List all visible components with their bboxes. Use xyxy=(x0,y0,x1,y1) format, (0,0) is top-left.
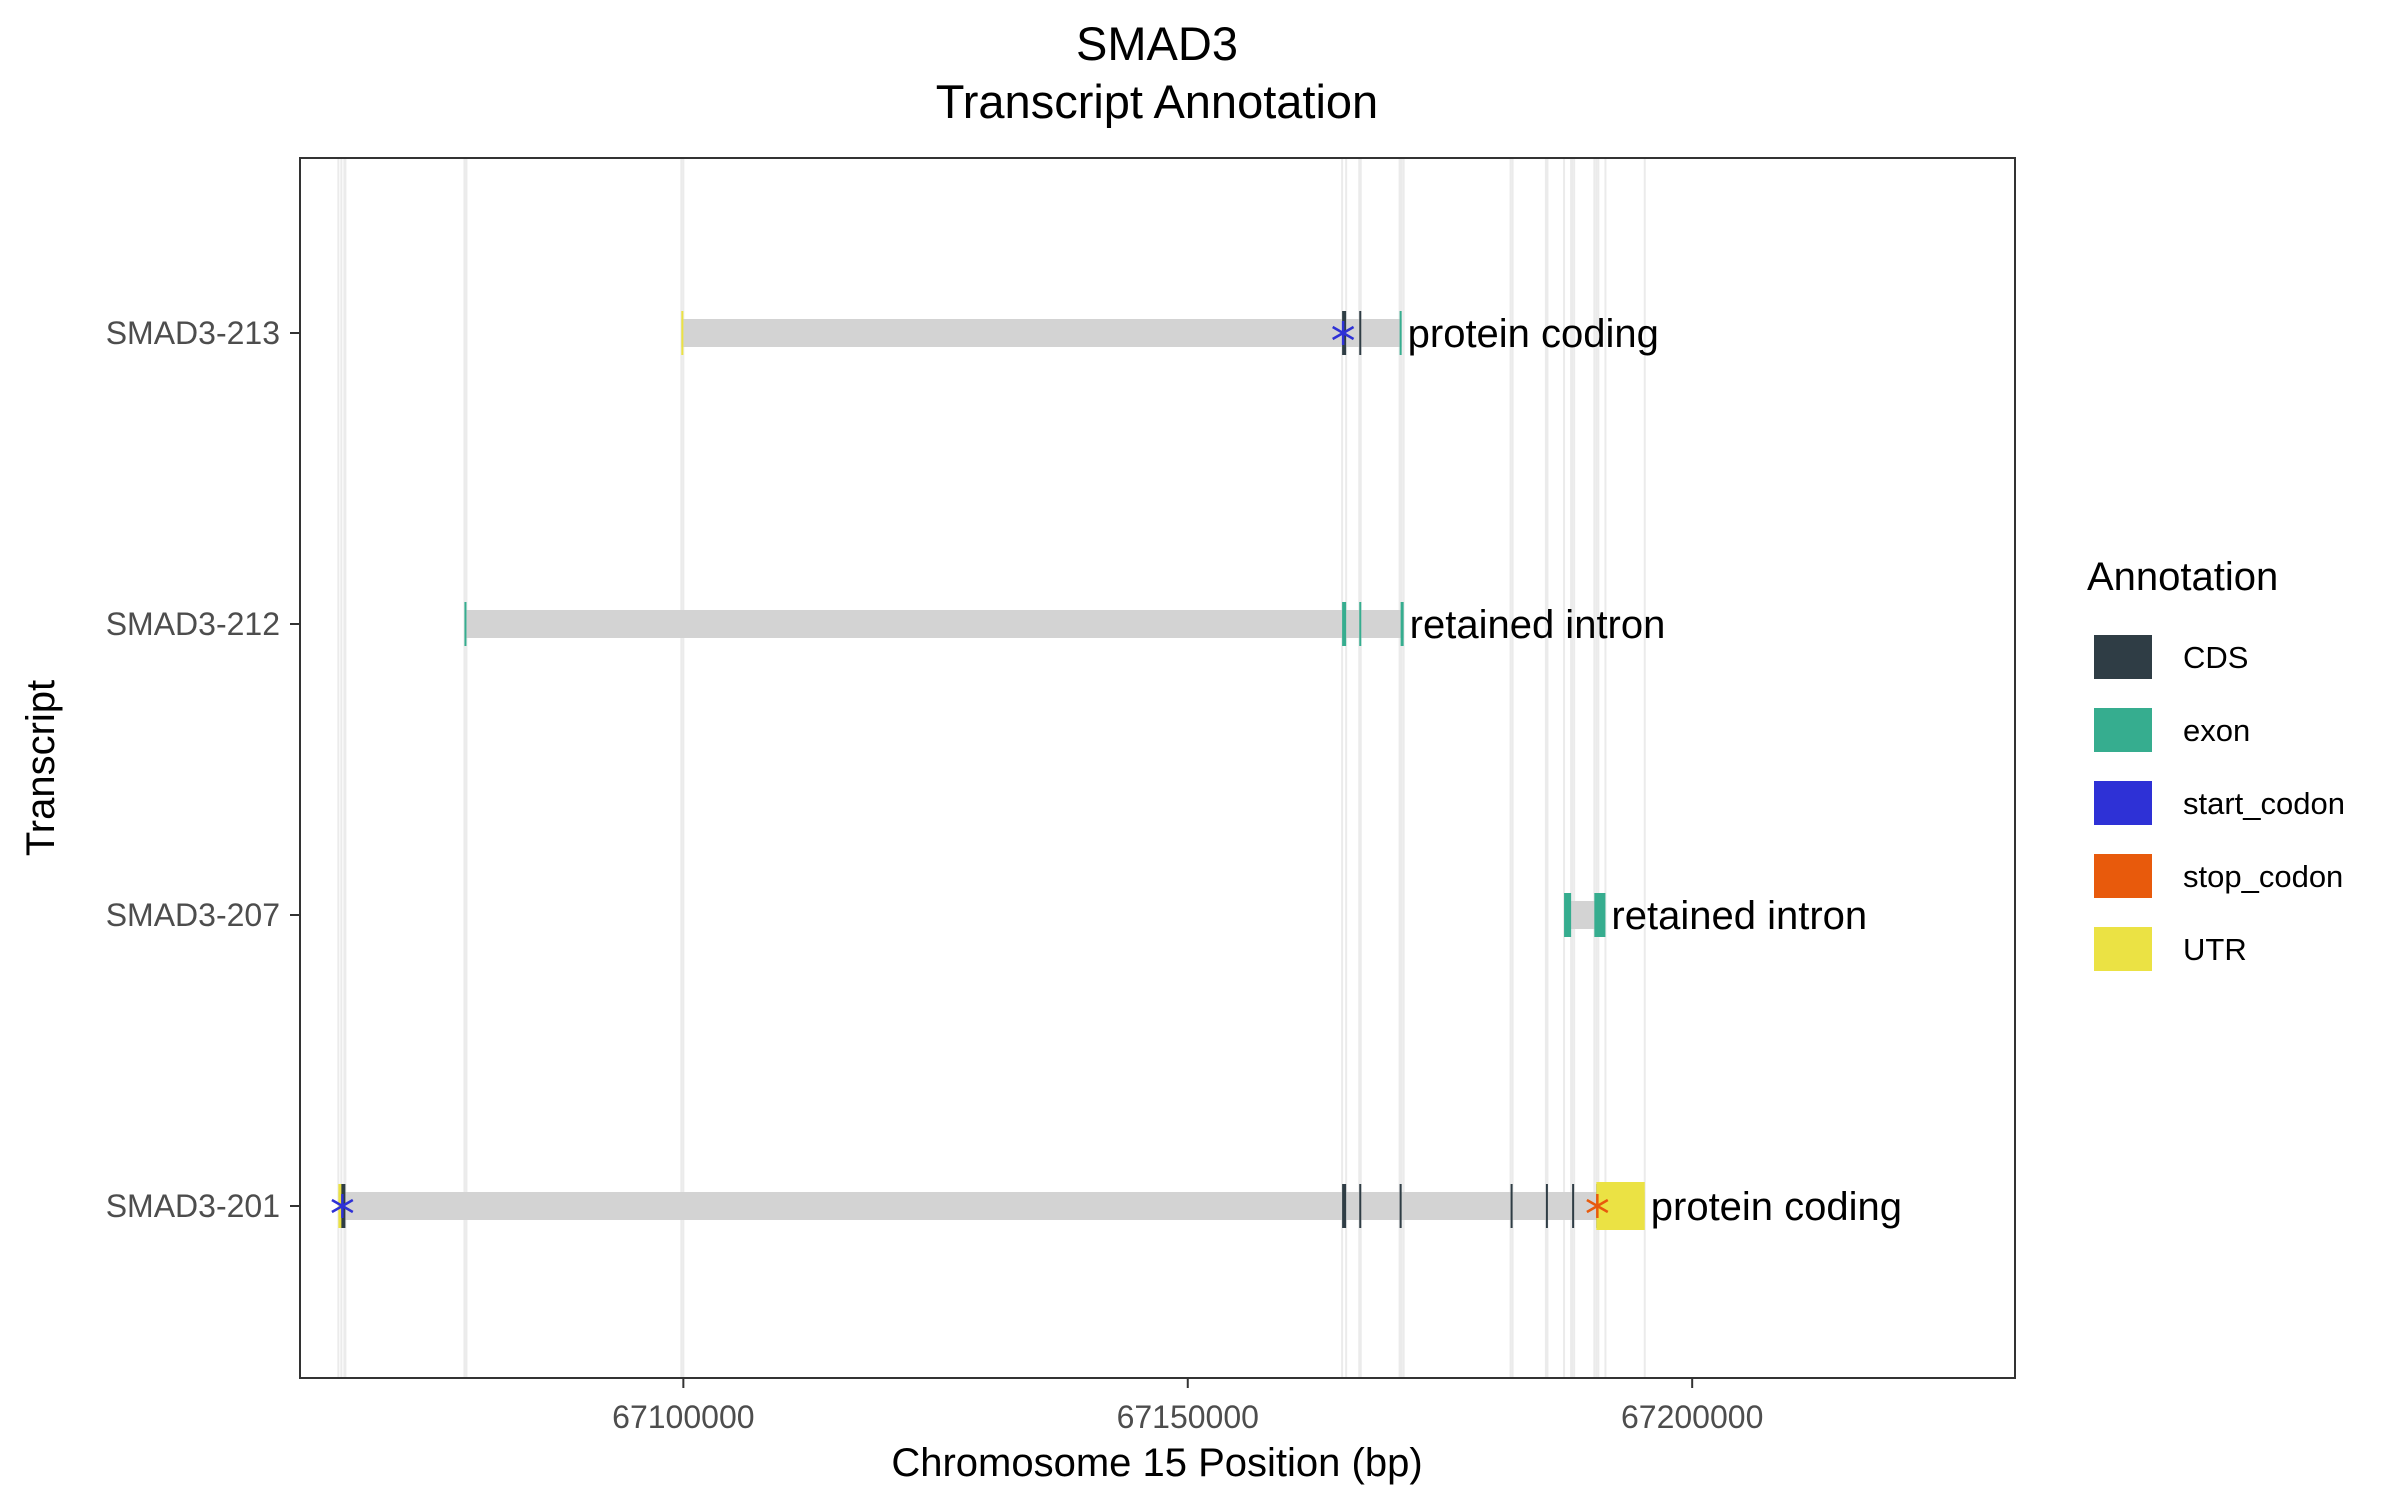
transcripts: protein coding retained intron retained in… xyxy=(331,311,1902,1230)
legend-swatch-exon xyxy=(2094,708,2152,752)
x-tick-label: 67100000 xyxy=(612,1399,754,1435)
y-tick-label: SMAD3-201 xyxy=(106,1188,280,1224)
cds-block xyxy=(1359,311,1362,355)
y-axis: SMAD3-213 SMAD3-212 SMAD3-207 SMAD3-201 xyxy=(106,315,300,1224)
legend-swatch-start-codon xyxy=(2094,781,2152,825)
plot-panel-border xyxy=(299,157,2016,1379)
transcript-span xyxy=(464,610,1404,638)
exon-block xyxy=(1400,602,1404,646)
legend-label-CDS: CDS xyxy=(2183,640,2248,675)
x-axis: 67100000 67150000 67200000 xyxy=(612,1378,1763,1435)
utr-block xyxy=(681,311,684,355)
legend-swatch-UTR xyxy=(2094,927,2152,971)
cds-block xyxy=(1359,1184,1362,1228)
exon-block xyxy=(1342,602,1347,646)
x-tick-label: 67200000 xyxy=(1621,1399,1763,1435)
exon-block xyxy=(1359,602,1362,646)
exon-block xyxy=(1564,893,1572,937)
legend-swatch-CDS xyxy=(2094,635,2152,679)
gridlines xyxy=(337,158,1646,1378)
legend-label-stop-codon: stop_codon xyxy=(2183,859,2343,894)
x-axis-title: Chromosome 15 Position (bp) xyxy=(891,1441,1422,1485)
cds-block xyxy=(1342,1184,1347,1228)
exon-block xyxy=(464,602,467,646)
y-tick-label: SMAD3-207 xyxy=(106,897,280,933)
legend: Annotation CDS exon start_codon stop_codon U… xyxy=(2087,555,2345,971)
utr-block xyxy=(1596,1182,1645,1230)
transcript-biotype-label: protein coding xyxy=(1408,312,1659,356)
y-tick-label: SMAD3-212 xyxy=(106,606,280,642)
transcript-SMAD3-207: retained intron xyxy=(1564,893,1867,938)
cds-block xyxy=(1399,1184,1402,1228)
transcript-biotype-label: retained intron xyxy=(1611,894,1867,938)
plot-panel-background xyxy=(300,158,2015,1378)
y-tick-label: SMAD3-213 xyxy=(106,315,280,351)
transcript-biotype-label: protein coding xyxy=(1651,1185,1902,1229)
legend-title: Annotation xyxy=(2087,555,2278,599)
transcript-biotype-label: retained intron xyxy=(1410,603,1666,647)
cds-block xyxy=(1545,1184,1548,1228)
legend-swatch-stop-codon xyxy=(2094,854,2152,898)
transcript-SMAD3-212: retained intron xyxy=(464,602,1665,647)
chart-subtitle: Transcript Annotation xyxy=(936,75,1378,128)
legend-label-UTR: UTR xyxy=(2183,932,2247,967)
transcript-SMAD3-201: protein coding xyxy=(331,1182,1902,1230)
transcript-span xyxy=(681,319,1402,347)
transcript-SMAD3-213: protein coding xyxy=(681,311,1659,356)
chart-title: SMAD3 xyxy=(1076,17,1238,70)
stop-codon-marker xyxy=(1586,1194,1609,1218)
legend-label-start-codon: start_codon xyxy=(2183,786,2345,821)
transcript-span xyxy=(338,1192,1645,1220)
exon-block xyxy=(1594,893,1606,937)
x-tick-label: 67150000 xyxy=(1117,1399,1259,1435)
y-axis-title: Transcript xyxy=(19,680,63,856)
exon-block xyxy=(1399,311,1402,355)
cds-block xyxy=(1510,1184,1513,1228)
cds-block xyxy=(1572,1184,1575,1228)
legend-label-exon: exon xyxy=(2183,713,2250,748)
start-codon-marker xyxy=(1332,321,1355,345)
start-codon-marker xyxy=(331,1194,354,1218)
